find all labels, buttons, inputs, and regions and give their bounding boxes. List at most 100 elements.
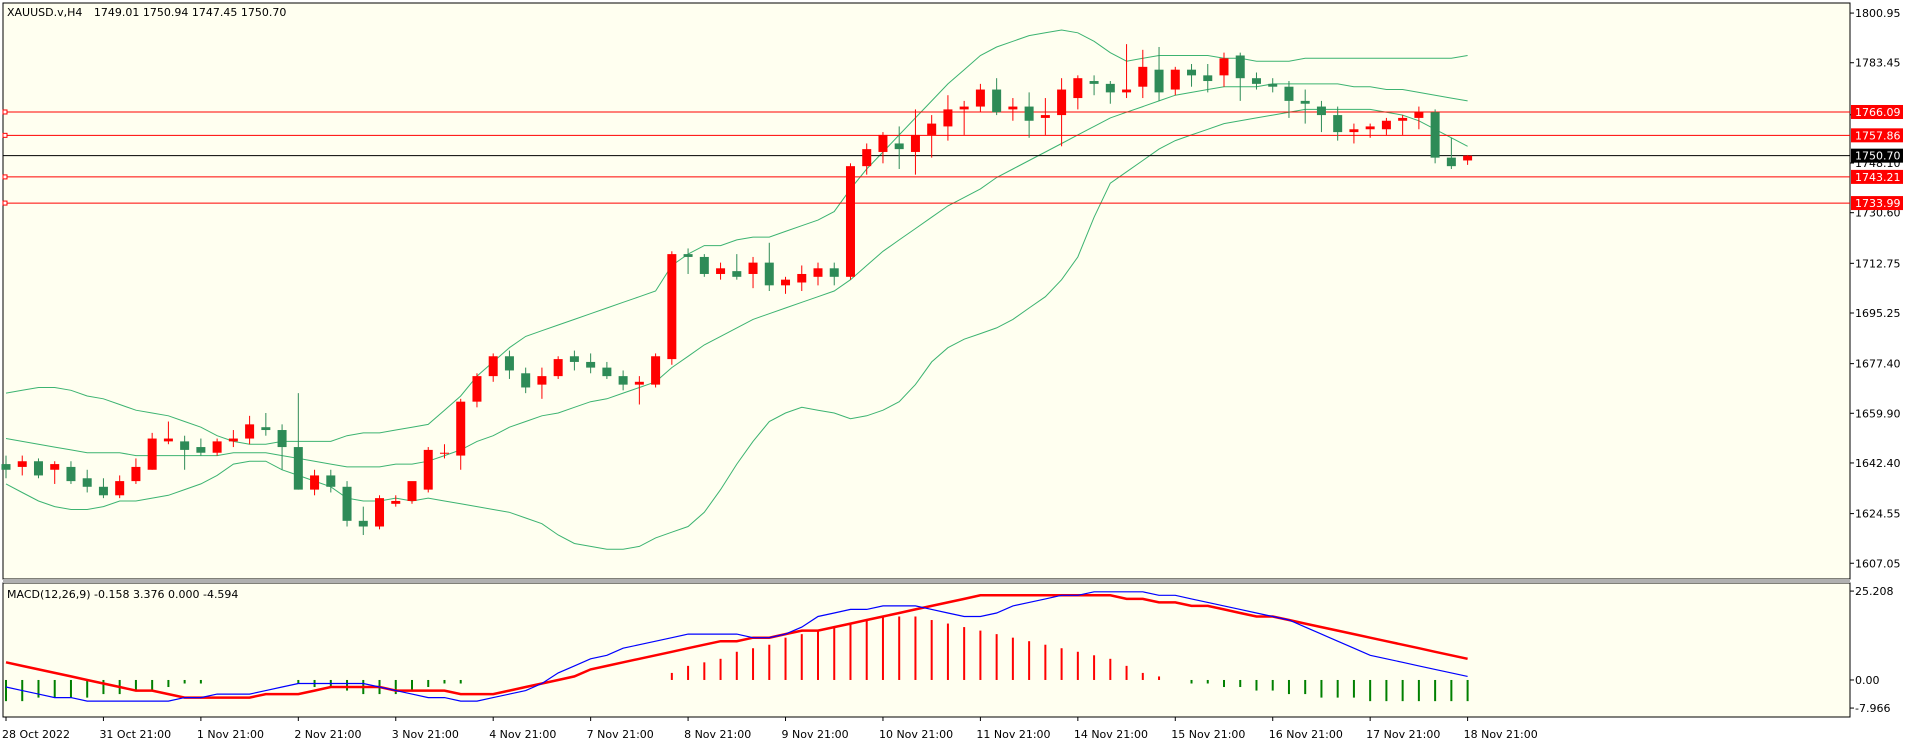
- candle-body-down: [358, 520, 368, 527]
- candle-body-down: [1300, 100, 1310, 104]
- candle-body-down: [1251, 78, 1261, 84]
- candle-body-down: [569, 356, 579, 362]
- candle-body-down: [277, 430, 287, 448]
- candle-body-down: [1, 464, 11, 470]
- candle-body-up: [1463, 155, 1473, 161]
- candle-body-down: [602, 367, 612, 377]
- time-tick-label: 28 Oct 2022: [2, 728, 70, 741]
- macd-tick-label: -7.966: [1855, 702, 1890, 715]
- candle-body-up: [1365, 126, 1375, 130]
- candle-body-down: [829, 268, 839, 277]
- time-tick-label: 10 Nov 21:00: [879, 728, 953, 741]
- axis-layer: 1800.951783.451765.101748.101730.601712.…: [2, 7, 1903, 741]
- candle-body-down: [1154, 69, 1164, 93]
- candle-body-up: [456, 401, 466, 456]
- candle-body-down: [293, 447, 303, 490]
- candle-body-up: [163, 438, 173, 442]
- candle-body-down: [992, 89, 1002, 113]
- time-tick-label: 18 Nov 21:00: [1464, 728, 1538, 741]
- macd-signal-line: [5, 594, 1468, 699]
- candle-body-up: [1349, 129, 1359, 133]
- time-tick-label: 7 Nov 21:00: [587, 728, 654, 741]
- level-price-label: 1733.99: [1855, 197, 1901, 210]
- main-chart-panel[interactable]: [2, 2, 1851, 580]
- macd-layer: [5, 591, 1469, 702]
- price-tick-label: 1783.45: [1855, 57, 1901, 70]
- candle-body-down: [586, 361, 596, 368]
- candle-body-down: [1284, 86, 1294, 101]
- level-price-box: [1851, 169, 1903, 184]
- candle-body-down: [894, 143, 904, 150]
- time-tick-label: 1 Nov 21:00: [197, 728, 264, 741]
- candle-body-down: [1024, 106, 1034, 121]
- time-tick-label: 4 Nov 21:00: [489, 728, 556, 741]
- candle-body-up: [1170, 69, 1180, 90]
- candle-body-down: [196, 447, 206, 453]
- current-price-box: [1851, 148, 1903, 163]
- candle-body-down: [1105, 83, 1115, 93]
- candle-body-up: [748, 262, 758, 274]
- candle-body-down: [618, 376, 628, 385]
- macd-main-line: [5, 591, 1468, 702]
- candle-body-up: [1398, 117, 1408, 121]
- candle-body-up: [375, 498, 385, 527]
- candle-body-down: [1235, 55, 1245, 79]
- candle-body-down: [326, 475, 336, 487]
- panel-separator[interactable]: [3, 579, 1850, 583]
- candle-body-up: [943, 109, 953, 127]
- ohlc-values: 1749.01 1750.94 1747.45 1750.70: [94, 6, 286, 19]
- candle-body-down: [180, 441, 190, 450]
- candle-body-up: [910, 134, 920, 152]
- candle-body-down: [732, 271, 742, 277]
- level-line-handle: [2, 200, 8, 206]
- candle-body-up: [131, 466, 141, 482]
- price-tick-label: 1677.40: [1855, 358, 1901, 371]
- time-tick-label: 14 Nov 21:00: [1074, 728, 1148, 741]
- candle-body-up: [1073, 78, 1083, 99]
- candle-body-up: [1414, 112, 1424, 118]
- level-line-handle: [2, 109, 8, 115]
- macd-panel[interactable]: [2, 582, 1851, 718]
- price-tick-label: 1800.95: [1855, 7, 1901, 20]
- candle-body-down: [683, 254, 693, 257]
- candle-body-down: [1430, 112, 1440, 158]
- candle-body-up: [407, 481, 417, 501]
- candle-body-up: [813, 268, 823, 277]
- candle-body-up: [212, 441, 222, 453]
- candle-body-down: [504, 356, 514, 371]
- level-price-label: 1757.86: [1855, 129, 1901, 142]
- candle-body-up: [245, 424, 255, 439]
- candle-body-up: [845, 166, 855, 277]
- level-price-label: 1743.21: [1855, 171, 1901, 184]
- symbol-ohlc-header: XAUUSD.v,H4 1749.01 1750.94 1747.45 1750…: [7, 6, 286, 19]
- candle-body-up: [797, 273, 807, 283]
- candle-body-up: [472, 376, 482, 402]
- candle-body-down: [1203, 75, 1213, 82]
- candle-body-up: [927, 123, 937, 135]
- price-tick-label: 1659.90: [1855, 407, 1901, 420]
- candle-body-up: [423, 449, 433, 490]
- symbol-label: XAUUSD.v,H4: [7, 6, 82, 19]
- price-tick-label: 1712.75: [1855, 257, 1901, 270]
- level-price-box: [1851, 128, 1903, 143]
- time-tick-label: 2 Nov 21:00: [294, 728, 361, 741]
- candle-body-up: [1381, 120, 1391, 130]
- candle-body-up: [1219, 58, 1229, 76]
- candle-body-down: [82, 478, 92, 487]
- time-tick-label: 3 Nov 21:00: [392, 728, 459, 741]
- candle-body-up: [537, 376, 547, 385]
- candle-body-up: [975, 89, 985, 107]
- candle-body-up: [439, 452, 449, 454]
- level-price-box: [1851, 196, 1903, 211]
- candle-body-down: [33, 461, 43, 476]
- candle-body-up: [310, 475, 320, 490]
- candle-body-down: [1089, 81, 1099, 84]
- candle-body-down: [261, 427, 271, 431]
- candle-body-up: [1122, 89, 1132, 93]
- candle-body-up: [651, 356, 661, 385]
- candle-body-up: [862, 149, 872, 167]
- bollinger-lower-line: [5, 108, 1468, 550]
- price-tick-label: 1624.55: [1855, 508, 1901, 521]
- candle-body-down: [699, 256, 709, 274]
